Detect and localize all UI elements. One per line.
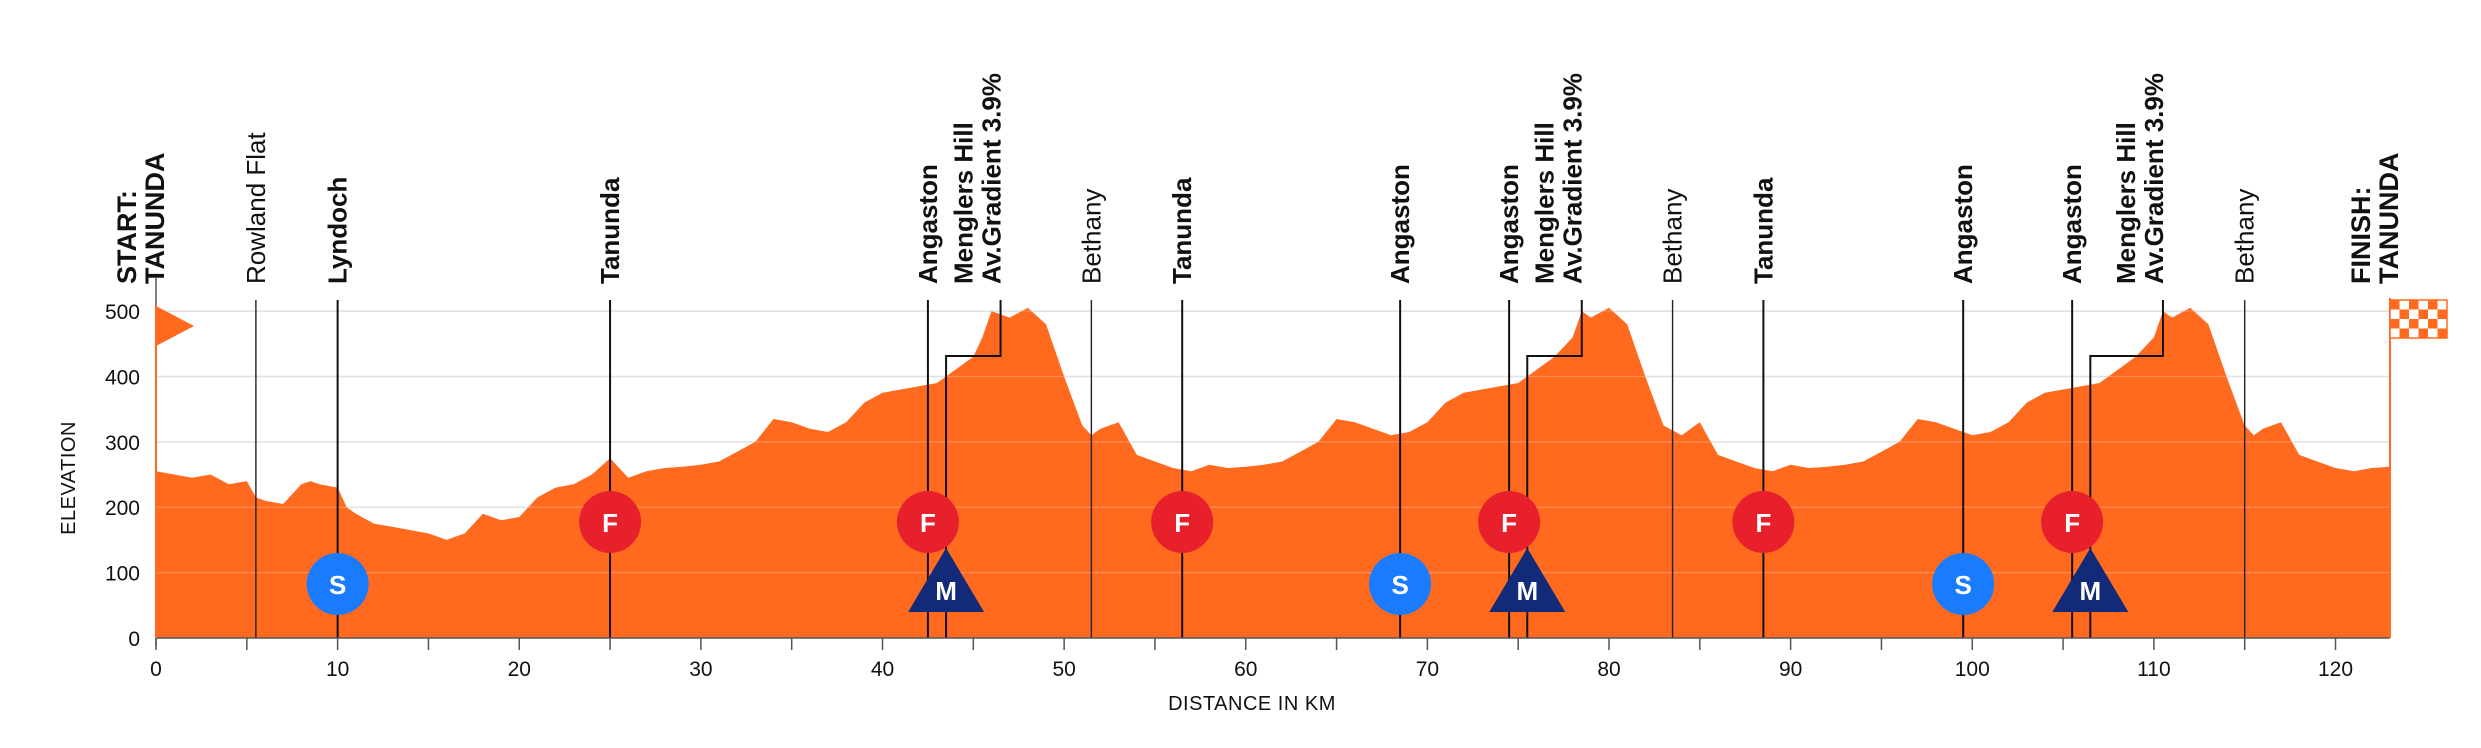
kom-marker-3 <box>908 548 985 612</box>
x-axis-title: DISTANCE IN KM <box>1168 693 1336 715</box>
x-tick-label-60: 60 <box>1234 658 1257 681</box>
place-label-2-line-0: Lyndoch <box>323 177 353 284</box>
x-tick-label-80: 80 <box>1597 658 1620 681</box>
y-tick-label-400: 400 <box>105 366 140 389</box>
x-tick-label-50: 50 <box>1052 658 1075 681</box>
place-label-9-line-0: Angaston <box>1494 164 1524 284</box>
place-label-15-line-0: Menglers Hill <box>2111 122 2141 284</box>
x-tick-label-20: 20 <box>508 658 531 681</box>
place-label-10-line-0: Menglers Hill <box>1530 122 1560 284</box>
feed-zone-marker-6 <box>1478 491 1541 553</box>
feed-zone-marker-4 <box>1151 491 1214 553</box>
feed-zone-marker-2 <box>896 491 959 553</box>
finish-flag-cell-3-5 <box>2437 328 2447 338</box>
sprint-label-9: S <box>1955 570 1972 600</box>
finish-flag-cell-0-2 <box>2409 300 2419 310</box>
feed-zone-marker-10 <box>2041 491 2104 553</box>
place-label-7-line-0: Tanunda <box>1167 177 1197 284</box>
y-tick-label-100: 100 <box>105 563 140 586</box>
finish-flag-cell-0-4 <box>2428 300 2438 310</box>
place-label-4-line-0: Angaston <box>913 164 943 284</box>
finish-flag-cell-1-5 <box>2437 309 2447 319</box>
x-tick-label-100: 100 <box>1955 658 1990 681</box>
kom-marker-11 <box>2052 548 2129 612</box>
x-tick-label-30: 30 <box>689 658 712 681</box>
y-tick-label-300: 300 <box>105 432 140 455</box>
sprint-marker-9 <box>1932 553 1995 615</box>
kom-marker-7 <box>1489 548 1566 612</box>
place-label-14-line-0: Angaston <box>2057 164 2087 284</box>
sprint-label-5: S <box>1391 570 1408 600</box>
kom-label-3: M <box>935 576 957 606</box>
y-tick-label-500: 500 <box>105 301 140 324</box>
sprint-marker-5 <box>1369 553 1432 615</box>
y-tick-label-200: 200 <box>105 497 140 520</box>
start-flag-icon <box>156 306 194 346</box>
finish-flag-cell-2-2 <box>2409 319 2419 329</box>
feed-zone-label-10: F <box>2064 508 2080 538</box>
route-markers: S F F M F S F M F S F M <box>306 491 2129 615</box>
finish-flag-cell-3-1 <box>2399 328 2409 338</box>
place-label-10-line-1: Av.Gradient 3.9% <box>1558 73 1588 284</box>
feed-zone-label-6: F <box>1501 508 1517 538</box>
place-label-3-line-0: Tanunda <box>595 177 625 284</box>
place-label-12-line-0: Tanunda <box>1748 177 1778 284</box>
feed-zone-label-2: F <box>920 508 936 538</box>
finish-flag-cell-3-3 <box>2418 328 2428 338</box>
place-label-0-line-0: START: <box>112 190 142 284</box>
place-label-11-line-0: Bethany <box>1658 189 1688 284</box>
feed-zone-marker-1 <box>579 491 642 553</box>
elevation-area <box>156 307 2390 638</box>
finish-flag-cell-2-4 <box>2428 319 2438 329</box>
x-tick-label-0: 0 <box>150 658 162 681</box>
kom-label-11: M <box>2079 576 2101 606</box>
x-tick-label-40: 40 <box>871 658 894 681</box>
x-tick-label-70: 70 <box>1416 658 1439 681</box>
place-label-1-line-0: Rowland Flat <box>241 131 271 284</box>
sprint-marker-0 <box>306 553 369 615</box>
x-tick-label-90: 90 <box>1779 658 1802 681</box>
feed-zone-label-8: F <box>1755 508 1771 538</box>
place-label-8-line-0: Angaston <box>1385 164 1415 284</box>
place-label-17-line-1: TANUNDA <box>2374 153 2404 284</box>
finish-flag-cell-1-1 <box>2399 309 2409 319</box>
place-label-5-line-0: Menglers Hill <box>948 122 978 284</box>
place-label-0-line-1: TANUNDA <box>140 153 170 284</box>
place-label-5-line-1: Av.Gradient 3.9% <box>976 73 1006 284</box>
elevation-profile <box>156 307 2390 638</box>
place-label-16-line-0: Bethany <box>2230 189 2260 284</box>
feed-zone-label-4: F <box>1174 508 1190 538</box>
y-tick-label-0: 0 <box>128 628 140 651</box>
place-label-13-line-0: Angaston <box>1948 164 1978 284</box>
finish-flag-cell-2-0 <box>2390 319 2400 329</box>
place-label-17-line-0: FINISH: <box>2346 187 2376 285</box>
sprint-label-0: S <box>329 570 346 600</box>
place-label-6-line-0: Bethany <box>1076 189 1106 284</box>
feed-zone-label-1: F <box>602 508 618 538</box>
feed-zone-marker-8 <box>1732 491 1795 553</box>
x-tick-label-10: 10 <box>326 658 349 681</box>
x-tick-label-120: 120 <box>2318 658 2353 681</box>
start-finish-flags <box>155 298 2448 638</box>
finish-flag-cell-1-3 <box>2418 309 2428 319</box>
finish-flag-cell-0-0 <box>2390 300 2400 310</box>
place-label-15-line-1: Av.Gradient 3.9% <box>2139 73 2169 284</box>
y-axis-title: ELEVATION <box>58 421 80 535</box>
x-tick-label-110: 110 <box>2137 658 2170 681</box>
kom-label-7: M <box>1516 576 1538 606</box>
place-labels: START:TANUNDA Rowland Flat Lyndoch Tanunda A… <box>112 73 2404 284</box>
